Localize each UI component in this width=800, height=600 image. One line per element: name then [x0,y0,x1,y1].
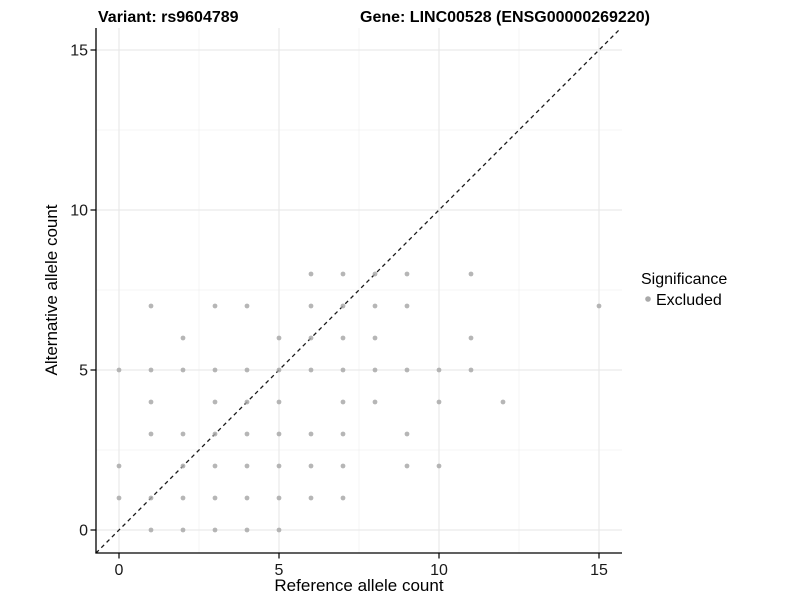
data-point [308,367,314,373]
data-point [116,495,122,501]
data-point [276,431,282,437]
data-point [244,367,250,373]
data-point [212,367,218,373]
data-point [404,431,410,437]
data-point [244,495,250,501]
identity-reference-line [95,27,622,554]
data-point [180,495,186,501]
data-point [148,431,154,437]
data-point [308,335,314,341]
data-point [404,367,410,373]
data-point [212,399,218,405]
data-point [468,367,474,373]
data-point [372,271,378,277]
data-point [148,399,154,405]
data-point [212,463,218,469]
data-point [276,335,282,341]
data-point [468,335,474,341]
data-point [340,399,346,405]
legend: Significance Excluded [641,271,727,309]
x-axis-ticks [118,553,600,559]
y-axis-tick-labels: 0 5 10 15 [70,43,88,540]
data-point [244,431,250,437]
data-point [180,527,186,533]
data-point [180,367,186,373]
data-point [180,431,186,437]
plot-title-variant: Variant: rs9604789 [98,9,239,26]
data-point [244,399,250,405]
data-point [308,463,314,469]
plot-title-gene: Gene: LINC00528 (ENSG00000269220) [360,9,650,26]
data-point [372,335,378,341]
data-point [212,495,218,501]
legend-item-label: Excluded [656,292,722,309]
data-point [276,463,282,469]
data-point [244,463,250,469]
data-point [340,463,346,469]
data-point [180,463,186,469]
data-point [116,463,122,469]
data-point [372,367,378,373]
x-tick-label: 5 [275,562,284,579]
data-point [276,367,282,373]
data-point [244,303,250,309]
data-point [404,303,410,309]
data-point [148,495,154,501]
data-point [436,399,442,405]
data-point [276,399,282,405]
data-point [340,431,346,437]
data-point [180,335,186,341]
data-point [212,303,218,309]
minor-gridlines [96,28,622,553]
data-point [308,431,314,437]
data-point [372,399,378,405]
data-points [116,271,602,533]
data-point [148,527,154,533]
data-point [436,367,442,373]
data-point [116,367,122,373]
x-tick-label: 15 [590,562,608,579]
data-point [404,463,410,469]
y-tick-label: 15 [70,43,88,60]
x-tick-label: 0 [115,562,124,579]
data-point [276,495,282,501]
y-tick-label: 0 [79,523,88,540]
data-point [308,303,314,309]
y-tick-label: 10 [70,203,88,220]
data-point [340,271,346,277]
data-point [436,463,442,469]
x-axis-tick-labels: 0 5 10 15 [115,562,608,579]
x-axis-title: Reference allele count [274,576,443,595]
data-point [500,399,506,405]
data-point [244,527,250,533]
legend-title: Significance [641,271,727,288]
legend-key-dot [645,296,651,302]
data-point [308,495,314,501]
data-point [404,271,410,277]
y-axis-title: Alternative allele count [42,204,61,375]
data-point [372,303,378,309]
y-tick-label: 5 [79,363,88,380]
data-point [212,527,218,533]
x-tick-label: 10 [430,562,448,579]
data-point [468,271,474,277]
data-point [148,303,154,309]
data-point [340,495,346,501]
data-point [596,303,602,309]
data-point [340,303,346,309]
data-point [308,271,314,277]
data-point [340,367,346,373]
data-point [212,431,218,437]
y-axis-ticks [90,49,96,531]
data-point [340,335,346,341]
data-point [276,527,282,533]
data-point [148,367,154,373]
